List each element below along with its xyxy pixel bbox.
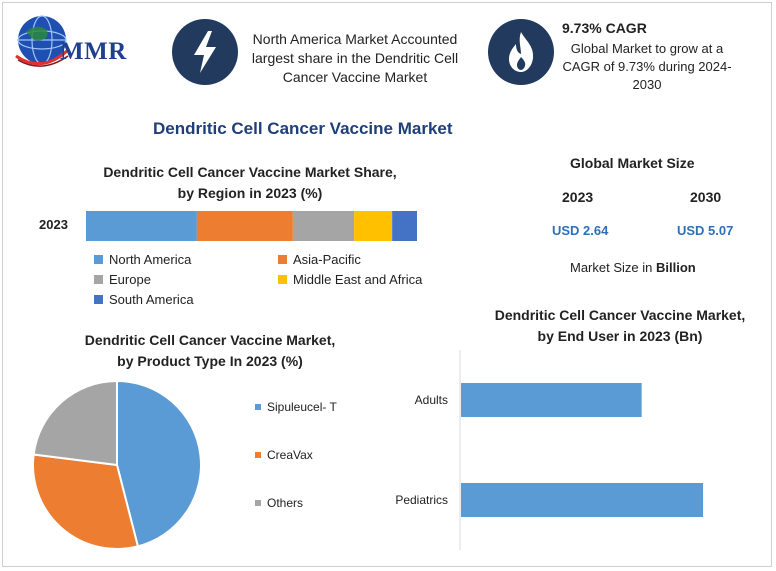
legend-item-asia-pacific: Asia-Pacific (278, 252, 361, 267)
legend-label: Europe (109, 272, 151, 287)
global-market-unit-prefix: Market Size in (570, 260, 653, 275)
legend-item-others: Others (255, 496, 303, 510)
legend-label: Others (267, 496, 304, 510)
global-market-value-2023: USD 2.64 (552, 223, 609, 238)
legend-label: Sipuleucel- T (267, 400, 337, 414)
region-chart-title-line1: Dendritic Cell Cancer Vaccine Market Sha… (103, 164, 397, 180)
enduser-bar-pediatrics (461, 483, 704, 517)
enduser-category-label-adults: Adults (415, 393, 448, 407)
legend-label: Asia-Pacific (293, 252, 361, 267)
pie-slice-sipuleucel-t (116, 379, 202, 548)
legend-item-middle-east-and-africa: Middle East and Africa (278, 272, 422, 287)
global-market-value-2030: USD 5.07 (677, 223, 734, 238)
legend-item-south-america: South America (94, 292, 194, 307)
legend-item-europe: Europe (94, 272, 151, 287)
global-market-unit: Market Size in Billion (570, 260, 696, 275)
product-chart-title-line1: Dendritic Cell Cancer Vaccine Market, (84, 332, 336, 348)
pie-slice-creavax (32, 453, 140, 550)
global-market-year-2023: 2023 (562, 189, 594, 205)
flame-icon (488, 19, 554, 85)
region-bar-segment-middle-east-and-africa (354, 211, 393, 241)
enduser-bar-adults (461, 383, 642, 417)
enduser-chart-title-line2: by End User in 2023 (Bn) (537, 328, 703, 344)
legend-swatch (94, 255, 103, 264)
page-title: Dendritic Cell Cancer Vaccine Market (153, 119, 453, 138)
region-stacked-bar (86, 211, 417, 241)
global-market-year-2030: 2030 (690, 189, 722, 205)
enduser-chart-title-line1: Dendritic Cell Cancer Vaccine Market, (494, 307, 746, 323)
legend-item-north-america: North America (94, 252, 191, 267)
legend-item-sipuleucel-t: Sipuleucel- T (255, 400, 337, 414)
legend-swatch (255, 452, 261, 458)
region-bar-segment-south-america (392, 211, 417, 241)
cagr-heading: 9.73% CAGR (562, 20, 647, 36)
legend-label: North America (109, 252, 192, 267)
legend-label: CreaVax (267, 448, 313, 462)
enduser-chart-title: Dendritic Cell Cancer Vaccine Market, by… (470, 305, 770, 347)
region-chart-legend: North America Asia-Pacific Europe Middle Ea… (94, 252, 474, 314)
legend-item-creavax: CreaVax (255, 448, 313, 462)
globe-logo-icon (15, 15, 70, 67)
product-pie-chart (32, 379, 202, 550)
legend-swatch (278, 275, 287, 284)
global-market-title: Global Market Size (570, 155, 695, 171)
highlight-north-america: North America Market Accounted largest s… (251, 31, 459, 85)
region-bar-segment-europe (292, 211, 355, 241)
enduser-category-label-pediatrics: Pediatrics (395, 493, 448, 507)
logo-text: MMR (60, 38, 127, 65)
region-bar-segment-north-america (86, 211, 197, 241)
region-bar-segment-asia-pacific (196, 211, 293, 241)
pie-slice-others (32, 379, 118, 467)
legend-label: Middle East and Africa (293, 272, 423, 287)
legend-swatch (94, 275, 103, 284)
cagr-text: Global Market to grow at a CAGR of 9.73%… (562, 41, 732, 92)
legend-label: South America (109, 292, 194, 307)
region-chart-title: Dendritic Cell Cancer Vaccine Market Sha… (70, 162, 430, 204)
product-chart-title: Dendritic Cell Cancer Vaccine Market, by… (40, 330, 380, 372)
legend-swatch (255, 404, 261, 410)
legend-swatch (94, 295, 103, 304)
lightning-bolt-icon (172, 19, 238, 85)
legend-swatch (255, 500, 261, 506)
enduser-bar-chart: Adults Pediatrics (395, 350, 704, 550)
product-chart-title-line2: by Product Type In 2023 (%) (117, 353, 303, 369)
legend-swatch (278, 255, 287, 264)
region-chart-category-label: 2023 (39, 217, 68, 232)
product-chart-legend: Sipuleucel- T CreaVax Others (255, 400, 395, 520)
mmr-logo: MMR (12, 10, 157, 72)
global-market-unit-bold: Billion (656, 260, 696, 275)
region-chart-title-line2: by Region in 2023 (%) (177, 185, 323, 201)
